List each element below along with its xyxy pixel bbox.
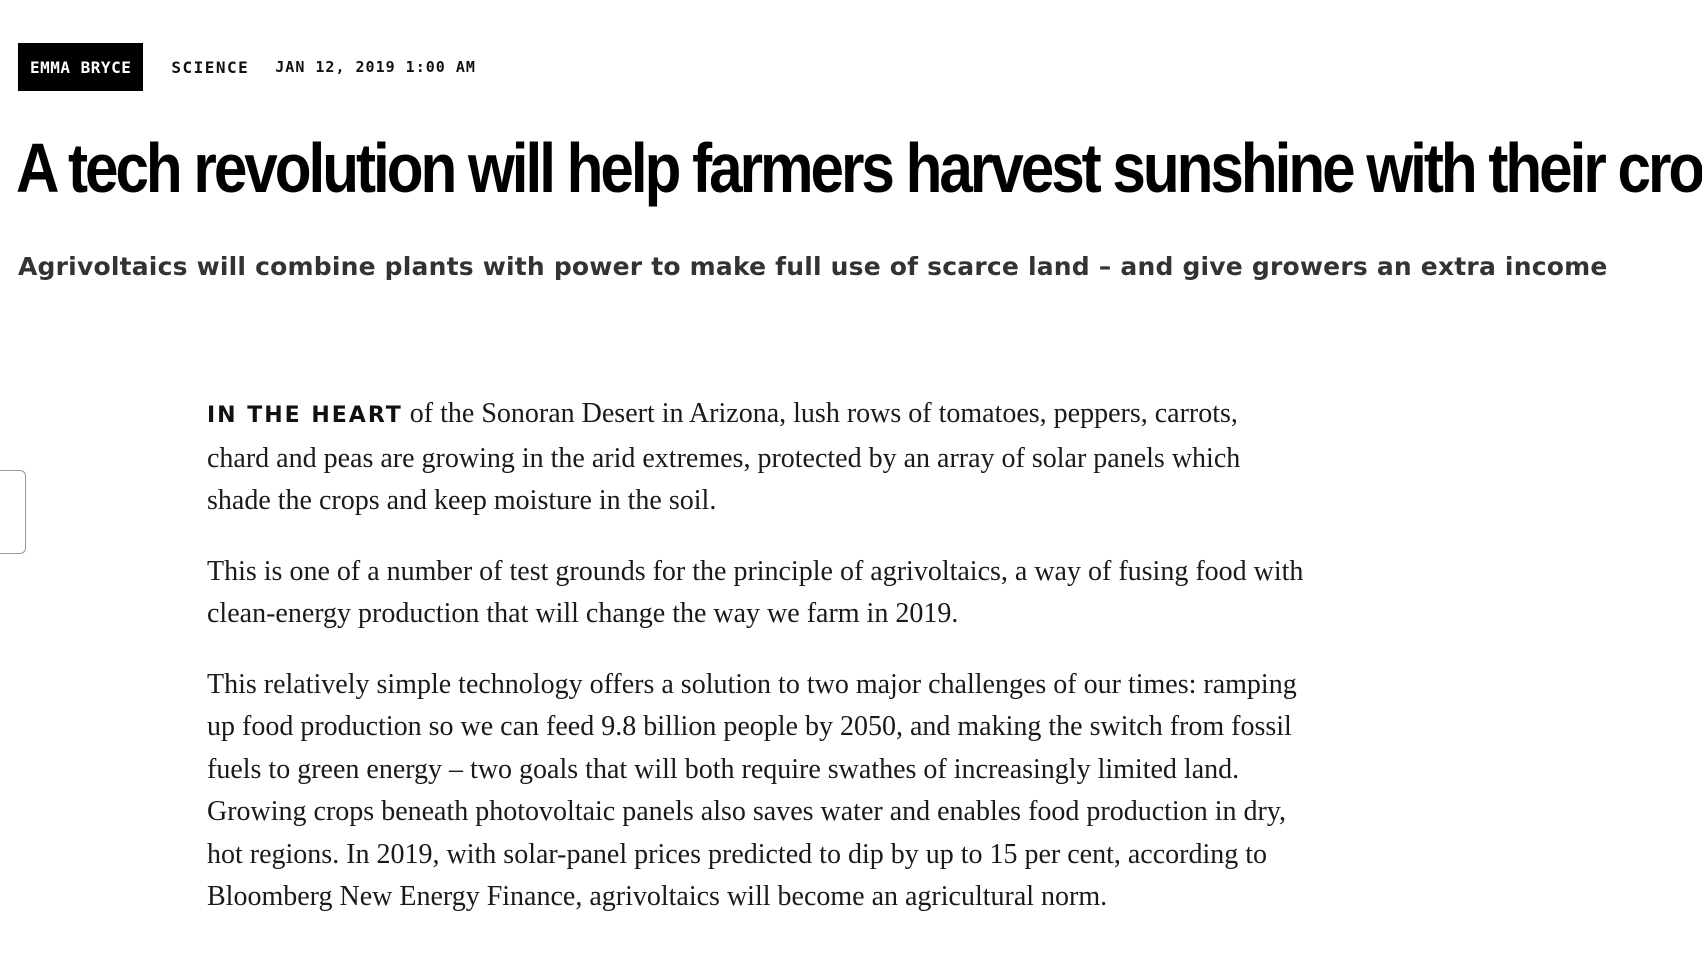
author-link[interactable]: EMMA BRYCE <box>18 43 144 91</box>
paragraph-text: of the Sonoran Desert in Arizona, lush r… <box>207 398 1241 516</box>
article-paragraph-3: This relatively simple technology offers… <box>207 668 1297 913</box>
publish-date: JAN 12, 2019 1:00 AM <box>275 58 476 76</box>
lead-in-text: IN THE HEART <box>207 403 403 428</box>
article-body: IN THE HEART of the Sonoran Desert in Ar… <box>207 393 1307 947</box>
article-paragraph-2: This is one of a number of test grounds … <box>207 555 1304 630</box>
article-paragraph-1: IN THE HEART of the Sonoran Desert in Ar… <box>207 393 1307 523</box>
side-panel-tab[interactable] <box>0 470 26 554</box>
article-headline: A tech revolution will help farmers harv… <box>16 129 1702 207</box>
article-subheadline: Agrivoltaics will combine plants with po… <box>18 252 1608 281</box>
article-meta: EMMA BRYCE SCIENCE JAN 12, 2019 1:00 AM <box>18 43 476 91</box>
category-link[interactable]: SCIENCE <box>171 57 250 77</box>
